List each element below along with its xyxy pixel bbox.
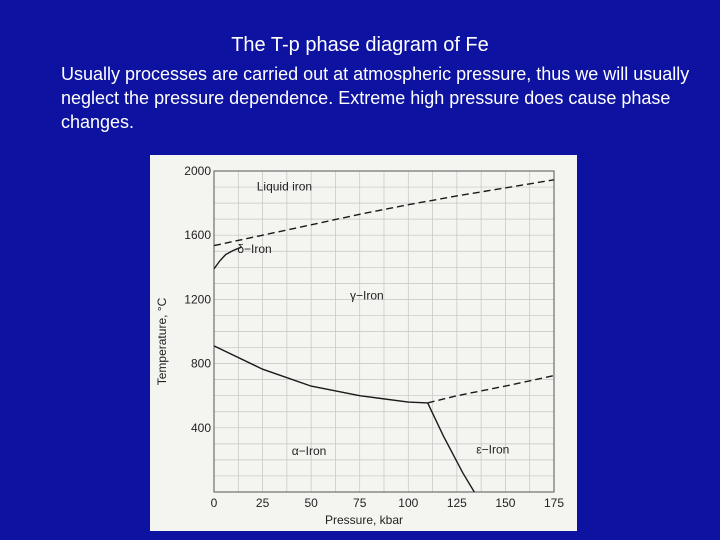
phase-region-label: γ−Iron <box>350 288 384 302</box>
phase-diagram-figure: 0 25 50 75 100 125 150 175 400 800 1200 1600 2000 Pre… <box>150 155 577 531</box>
x-tick-label: 125 <box>447 496 467 510</box>
y-axis-label: Temperature, °C <box>155 297 169 385</box>
phase-boundary-line <box>427 374 555 404</box>
x-tick-label: 25 <box>256 496 270 510</box>
phase-diagram-chart: 0 25 50 75 100 125 150 175 400 800 1200 1600 2000 Pre… <box>155 164 564 527</box>
phase-region-label: Liquid iron <box>257 179 312 193</box>
slide-title: The T-p phase diagram of Fe <box>231 34 489 56</box>
x-tick-label: 150 <box>495 496 515 510</box>
phase-boundary-line <box>427 402 475 493</box>
x-tick-label: 100 <box>398 496 418 510</box>
y-tick-label: 800 <box>191 357 211 371</box>
phase-boundary-line <box>213 246 242 270</box>
phase-region-label: ε−Iron <box>476 442 509 456</box>
x-tick-label: 75 <box>353 496 367 510</box>
plot-frame <box>213 170 555 493</box>
y-tick-label: 400 <box>191 421 211 435</box>
y-tick-label: 2000 <box>184 164 211 178</box>
x-axis-label: Pressure, kbar <box>325 513 403 527</box>
phase-boundary-line <box>213 179 555 247</box>
x-tick-label: 175 <box>544 496 564 510</box>
slide-body-text: Usually processes are carried out at atm… <box>61 64 690 132</box>
phase-region-label: δ−Iron <box>237 242 271 256</box>
x-tick-label: 50 <box>304 496 318 510</box>
x-tick-label: 0 <box>211 496 218 510</box>
y-tick-label: 1600 <box>184 228 211 242</box>
y-tick-label: 1200 <box>184 292 211 306</box>
phase-region-label: α−Iron <box>292 444 327 458</box>
phase-boundary-line <box>213 345 428 404</box>
